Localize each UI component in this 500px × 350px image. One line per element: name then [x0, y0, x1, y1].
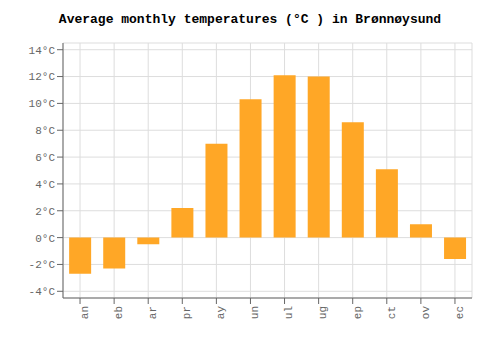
svg-text:pr: pr: [181, 306, 193, 319]
svg-text:ep: ep: [352, 306, 364, 319]
svg-text:ul: ul: [283, 306, 295, 319]
svg-text:ar: ar: [147, 306, 159, 319]
svg-text:8°C: 8°C: [35, 125, 55, 137]
svg-text:ct: ct: [386, 306, 398, 319]
svg-text:0°C: 0°C: [35, 233, 55, 245]
svg-text:-2°C: -2°C: [29, 259, 56, 271]
svg-text:eb: eb: [113, 306, 125, 319]
svg-text:ug: ug: [317, 306, 329, 319]
svg-text:12°C: 12°C: [29, 71, 56, 83]
html-text:Average monthly temperatures (: Average monthly temperatures (°C ) in Br…: [58, 12, 442, 27]
svg-text:ov: ov: [420, 306, 432, 320]
svg-text:an: an: [79, 306, 91, 319]
svg-text:un: un: [249, 306, 261, 319]
svg-text:ec: ec: [454, 306, 466, 319]
svg-text:-4°C: -4°C: [29, 286, 56, 298]
svg-text:2°C: 2°C: [35, 206, 55, 218]
svg-text:6°C: 6°C: [35, 152, 55, 164]
svg-text:10°C: 10°C: [29, 98, 56, 110]
svg-text:4°C: 4°C: [35, 179, 55, 191]
svg-text:ay: ay: [215, 306, 227, 320]
svg-text:14°C: 14°C: [29, 45, 56, 57]
